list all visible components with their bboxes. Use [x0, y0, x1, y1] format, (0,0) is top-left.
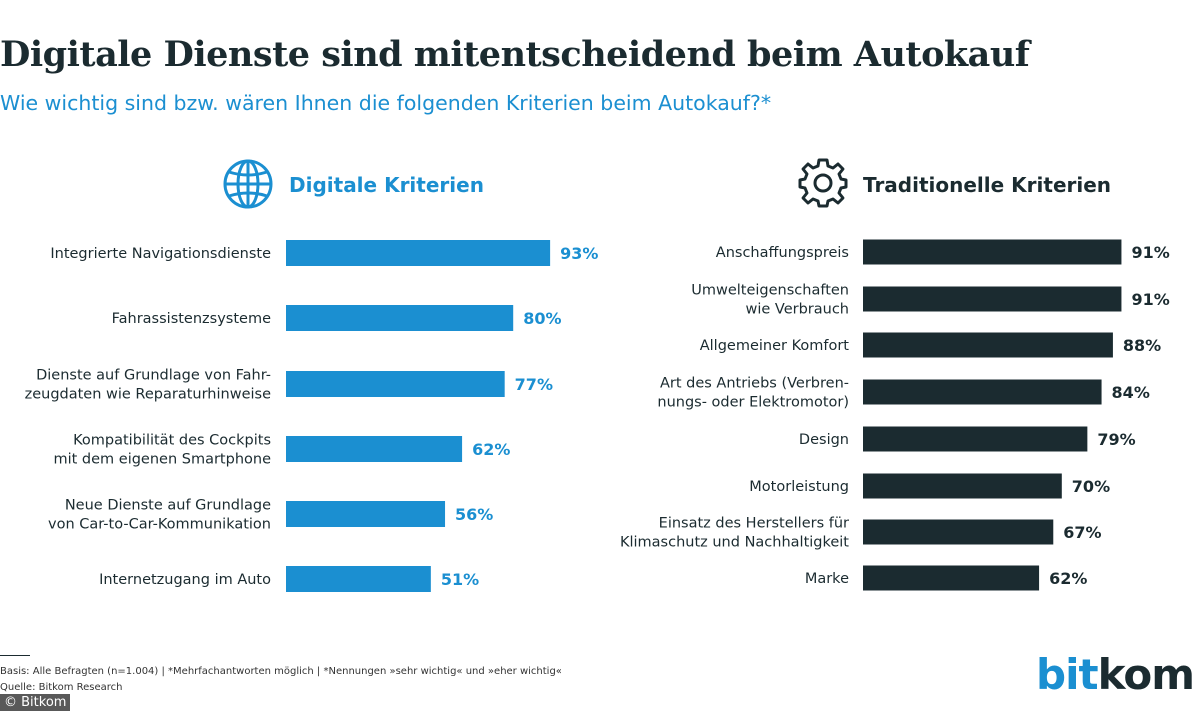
digital-value-label: 56% — [455, 505, 493, 524]
digital-bar — [286, 371, 505, 397]
traditional-bar — [863, 426, 1088, 452]
digital-category-label: Dienste auf Grundlage von Fahr-zeugdaten… — [25, 368, 271, 403]
chart-title: Digitale Dienste sind mitentscheidend be… — [0, 34, 1030, 75]
traditional-category-label: Art des Antriebs (Verbren-nungs- oder El… — [657, 376, 849, 411]
digital-category-label: Kompatibilität des Cockpits mit dem eigen… — [53, 433, 271, 468]
footnote-basis: Basis: Alle Befragten (n=1.004) | *Mehrf… — [0, 666, 562, 677]
digital-bar — [286, 240, 551, 266]
digital-category-label: Fahrassistenzsysteme — [112, 311, 271, 327]
footnote-divider — [0, 655, 30, 656]
digital-category-label: Neue Dienste auf Grundlage von Car-to-Car… — [48, 498, 271, 533]
digital-value-label: 77% — [515, 375, 553, 394]
chart-subtitle: Wie wichtig sind bzw. wären Ihnen die fo… — [0, 91, 772, 115]
traditional-category-label: Design — [799, 432, 849, 448]
traditional-category-label: Marke — [805, 571, 849, 587]
digital-criteria-title: Digitale Kriterien — [289, 173, 484, 197]
digital-bar — [286, 566, 431, 592]
footnote-source: Quelle: Bitkom Research — [0, 682, 123, 693]
traditional-value-label: 79% — [1097, 430, 1135, 449]
traditional-value-label: 62% — [1049, 569, 1087, 588]
traditional-value-label: 84% — [1112, 383, 1150, 402]
traditional-bar — [863, 519, 1054, 545]
traditional-bar — [863, 565, 1040, 591]
gear-icon — [798, 158, 848, 208]
digital-category-label: Integrierte Navigationsdienste — [50, 246, 271, 262]
digital-value-label: 80% — [523, 309, 561, 328]
traditional-criteria-title: Traditionelle Kriterien — [863, 173, 1112, 197]
digital-value-label: 51% — [441, 570, 479, 589]
digital-bar — [286, 305, 514, 331]
traditional-bar — [863, 239, 1122, 265]
logo-part-kom: kom — [1097, 650, 1195, 699]
digital-bar — [286, 501, 446, 527]
traditional-category-label: Einsatz des Herstellers für Klimaschutz u… — [620, 516, 849, 551]
copyright-label: © Bitkom — [0, 694, 71, 711]
digital-value-label: 62% — [472, 440, 510, 459]
traditional-bar — [863, 379, 1102, 405]
traditional-value-label: 70% — [1072, 477, 1110, 496]
bar-charts: 93% Integrierte Navigationsdienste 80% Fahr… — [25, 239, 1170, 592]
traditional-bar — [863, 332, 1113, 358]
bitkom-logo: bitkom — [1036, 650, 1195, 699]
traditional-category-label: Anschaffungspreis — [716, 245, 849, 261]
logo-part-bit: bit — [1036, 650, 1099, 699]
traditional-value-label: 88% — [1123, 336, 1161, 355]
traditional-value-label: 91% — [1131, 243, 1169, 262]
digital-category-label: Internetzugang im Auto — [99, 572, 271, 588]
globe-icon — [223, 159, 273, 209]
traditional-bar — [863, 473, 1062, 499]
traditional-category-label: Allgemeiner Komfort — [700, 338, 850, 354]
traditional-category-label: Motorleistung — [749, 479, 849, 495]
traditional-bar — [863, 286, 1122, 312]
digital-value-label: 93% — [560, 244, 598, 263]
traditional-value-label: 91% — [1131, 290, 1169, 309]
digital-bar — [286, 436, 463, 462]
traditional-value-label: 67% — [1063, 523, 1101, 542]
traditional-category-label: Umwelteigenschaften wie Verbrauch — [691, 283, 849, 318]
